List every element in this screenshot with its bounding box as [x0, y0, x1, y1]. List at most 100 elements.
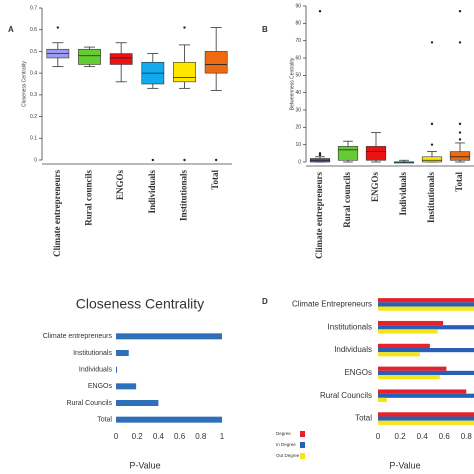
x-tick-label: Climate entrepreneurs — [52, 170, 62, 257]
y-tick-label: 0.7 — [30, 5, 37, 11]
y-tick-label: Individuals — [334, 345, 372, 354]
box — [109, 53, 133, 65]
bar — [378, 375, 440, 380]
bar — [378, 412, 474, 417]
bar — [116, 383, 137, 390]
bar — [378, 343, 430, 348]
x-tick-label: Institutionals — [179, 170, 189, 222]
legend-label: In Degree — [276, 442, 296, 447]
bar — [378, 420, 474, 425]
x-tick-label: 0.8 — [461, 432, 473, 441]
x-tick-label: 0 — [376, 432, 381, 441]
x-tick-label: ENGOs — [115, 170, 125, 201]
y-tick-label: Total — [355, 414, 372, 423]
x-tick-label: 0.2 — [132, 432, 144, 441]
outlier — [458, 10, 462, 13]
bar — [378, 306, 474, 311]
x-tick-label: ENGOs — [370, 172, 380, 203]
box — [449, 151, 471, 161]
x-tick-label: Total — [454, 172, 464, 192]
outlier — [458, 41, 462, 44]
y-axis-label: Betweenness Centrality — [289, 57, 295, 110]
bar — [378, 352, 420, 357]
y-axis-label: Closeness Centrality — [21, 61, 27, 107]
y-tick-label: 90 — [295, 3, 301, 9]
bar — [378, 320, 444, 326]
box — [421, 156, 443, 163]
y-tick-label: 60 — [295, 55, 301, 61]
panel-letter: D — [262, 297, 268, 306]
x-tick-label: Individuals — [398, 172, 408, 216]
bars — [378, 298, 474, 425]
box — [365, 146, 387, 161]
outlier — [56, 26, 60, 29]
y-tick-label: Climate Entrepreneurs — [292, 300, 372, 309]
x-tick-label: Rural councils — [84, 170, 94, 226]
x-tick-label: 0.4 — [417, 432, 429, 441]
bar — [116, 366, 118, 373]
bar — [378, 416, 474, 421]
outlier — [318, 152, 322, 155]
bar — [378, 397, 387, 403]
y-tick-label: 20 — [295, 125, 301, 131]
box — [78, 48, 101, 65]
y-tick-label: 40 — [295, 90, 301, 96]
panel-letter: B — [262, 25, 268, 34]
outlier — [318, 153, 322, 157]
legend-label: Degree — [276, 431, 291, 436]
y-tick-label: 0.1 — [30, 136, 37, 142]
y-tick-label: Total — [97, 417, 112, 424]
outlier — [318, 10, 322, 13]
y-tick-label: ENGOs — [88, 383, 113, 390]
x-tick-label: Individuals — [147, 170, 157, 214]
legend-swatch — [300, 431, 305, 437]
y-tick-label: 10 — [295, 142, 301, 148]
y-tick-label: Institutionals — [328, 322, 372, 331]
outlier — [430, 143, 434, 146]
x-axis-label: P-Value — [129, 460, 160, 470]
y-tick-label: 50 — [295, 73, 301, 79]
outlier — [458, 131, 462, 134]
x-tick-label: 0.6 — [439, 432, 451, 441]
legend-swatch — [300, 442, 305, 448]
y-tick-label: 30 — [295, 107, 301, 113]
y-tick-label: 0.2 — [30, 114, 37, 120]
x-tick-label: 0.2 — [395, 432, 407, 441]
y-tick-label: 0.4 — [30, 70, 37, 76]
x-tick-label: Institutionals — [426, 172, 436, 224]
bar — [378, 366, 447, 371]
y-tick-label: Rural Councils — [66, 400, 112, 407]
box — [173, 61, 196, 83]
y-tick-label: Rural Councils — [320, 391, 372, 400]
bar — [378, 298, 474, 303]
bar — [116, 400, 159, 406]
bar — [116, 416, 222, 423]
outlier — [183, 26, 186, 29]
legend-label: Out Degree — [276, 453, 300, 458]
x-tick-label: 1 — [220, 432, 225, 441]
x-tick-label: Rural councils — [342, 172, 352, 228]
x-tick-label: 0.4 — [153, 432, 165, 441]
y-tick-label: ENGOs — [344, 368, 372, 377]
x-tick-label: 0.6 — [174, 432, 186, 441]
bar — [116, 333, 222, 340]
chart-title: Closeness Centrality — [76, 296, 204, 312]
bar — [378, 329, 438, 334]
bar — [378, 389, 467, 394]
bar — [378, 393, 474, 398]
y-tick-label: 0.5 — [30, 49, 37, 55]
bars — [116, 333, 222, 423]
y-tick-label: Individuals — [79, 367, 113, 374]
y-tick-label: 0 — [34, 157, 37, 163]
bar — [378, 347, 474, 353]
y-tick-label: 70 — [295, 38, 301, 44]
x-tick-label: 0.8 — [195, 432, 207, 441]
bar — [378, 325, 474, 330]
x-tick-label: Total — [210, 170, 220, 190]
x-tick-label: 0 — [114, 432, 119, 441]
outlier — [151, 158, 155, 162]
y-tick-label: 0.6 — [30, 27, 37, 33]
outlier — [214, 158, 218, 162]
y-tick-label: Climate entrepreneurs — [43, 333, 113, 340]
y-tick-label: 0.3 — [30, 92, 37, 98]
